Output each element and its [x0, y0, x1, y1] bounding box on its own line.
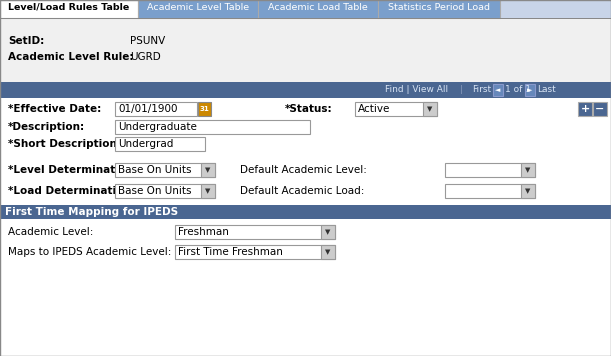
Bar: [258, 0, 378, 18]
Text: First: First: [472, 85, 491, 94]
Text: UGRD: UGRD: [130, 52, 161, 62]
Bar: [0, 219, 611, 356]
Bar: [493, 84, 503, 96]
Bar: [0, 0, 138, 18]
Text: Statistics Period Load: Statistics Period Load: [388, 3, 490, 12]
Text: *Description:: *Description:: [8, 122, 85, 132]
Bar: [593, 102, 607, 116]
Bar: [115, 163, 215, 177]
Text: ▼: ▼: [205, 167, 211, 173]
Text: First Time Mapping for IPEDS: First Time Mapping for IPEDS: [5, 207, 178, 217]
Text: Base On Units: Base On Units: [118, 165, 191, 175]
Text: Academic Level Table: Academic Level Table: [147, 3, 249, 12]
Text: ▼: ▼: [325, 229, 331, 235]
Bar: [578, 102, 592, 116]
Bar: [115, 120, 310, 134]
Text: ▼: ▼: [525, 188, 531, 194]
Text: ▼: ▼: [205, 188, 211, 194]
Text: ▼: ▼: [325, 249, 331, 255]
Text: *Level Determination:: *Level Determination:: [8, 165, 137, 175]
Bar: [0, 82, 611, 98]
Bar: [521, 184, 535, 198]
Bar: [445, 184, 535, 198]
Text: |: |: [460, 85, 463, 94]
Bar: [115, 184, 215, 198]
Text: ◄: ◄: [496, 87, 500, 93]
Text: *Effective Date:: *Effective Date:: [8, 104, 101, 114]
Text: *Load Determination:: *Load Determination:: [8, 186, 135, 196]
Bar: [423, 102, 437, 116]
Text: Default Academic Level:: Default Academic Level:: [240, 165, 367, 175]
Bar: [175, 245, 335, 259]
Text: Level/Load Rules Table: Level/Load Rules Table: [9, 3, 130, 12]
Bar: [445, 163, 535, 177]
Text: First Time Freshman: First Time Freshman: [178, 247, 283, 257]
Bar: [115, 137, 205, 151]
Bar: [198, 102, 211, 116]
Bar: [321, 245, 335, 259]
Text: −: −: [595, 104, 605, 114]
Bar: [138, 0, 258, 18]
Text: ▼: ▼: [427, 106, 433, 112]
Text: Undergrad: Undergrad: [118, 139, 174, 149]
Bar: [525, 84, 535, 96]
Text: +: +: [580, 104, 590, 114]
Text: Academic Level Rule:: Academic Level Rule:: [8, 52, 133, 62]
Bar: [0, 98, 611, 205]
Text: 1 of 1: 1 of 1: [505, 85, 531, 94]
Bar: [378, 0, 500, 18]
Bar: [321, 225, 335, 239]
Text: ►: ►: [527, 87, 533, 93]
Text: Freshman: Freshman: [178, 227, 229, 237]
Text: Last: Last: [537, 85, 556, 94]
Text: Default Academic Load:: Default Academic Load:: [240, 186, 364, 196]
Text: 31: 31: [200, 106, 210, 112]
Text: PSUNV: PSUNV: [130, 36, 165, 46]
Text: ▼: ▼: [525, 167, 531, 173]
Text: Active: Active: [358, 104, 390, 114]
Text: Maps to IPEDS Academic Level:: Maps to IPEDS Academic Level:: [8, 247, 171, 257]
Text: SetID:: SetID:: [8, 36, 44, 46]
Text: 01/01/1900: 01/01/1900: [118, 104, 178, 114]
Text: *Short Description:: *Short Description:: [8, 139, 121, 149]
Bar: [201, 163, 215, 177]
Bar: [201, 184, 215, 198]
Text: Academic Load Table: Academic Load Table: [268, 3, 368, 12]
Text: Find | View All: Find | View All: [385, 85, 448, 94]
Bar: [0, 205, 611, 219]
Bar: [175, 225, 335, 239]
Text: Academic Level:: Academic Level:: [8, 227, 93, 237]
Bar: [0, 18, 611, 19]
Bar: [355, 102, 437, 116]
Text: *Status:: *Status:: [285, 104, 332, 114]
Bar: [115, 102, 197, 116]
Bar: [0, 0, 611, 18]
Text: Undergraduate: Undergraduate: [118, 122, 197, 132]
Text: Base On Units: Base On Units: [118, 186, 191, 196]
Bar: [521, 163, 535, 177]
